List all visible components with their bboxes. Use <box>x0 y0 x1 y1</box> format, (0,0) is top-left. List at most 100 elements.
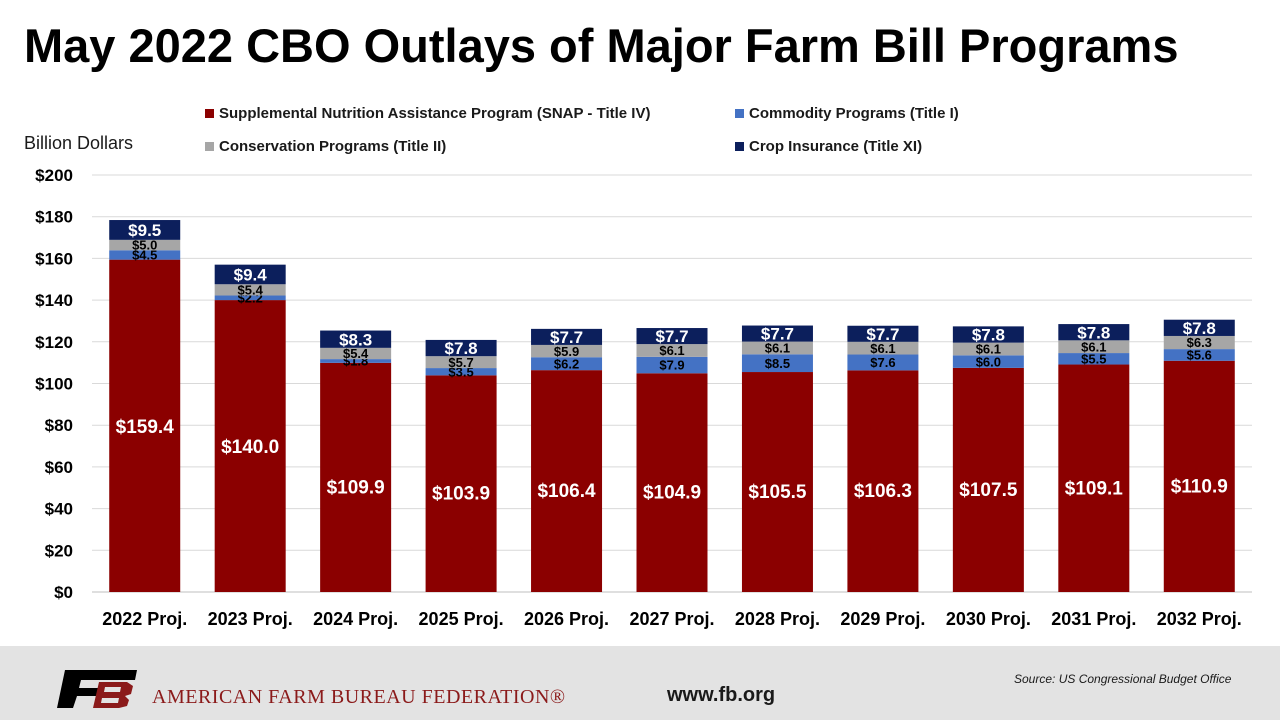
bar-segment <box>531 328 603 345</box>
bar-segment <box>636 356 708 374</box>
bar-segment <box>636 344 708 357</box>
data-label: $7.7 <box>866 325 899 344</box>
data-label: $7.7 <box>655 327 688 346</box>
legend-item-crop-insurance: Crop Insurance (Title XI) <box>735 138 922 155</box>
bar-segment <box>531 370 603 592</box>
bar-segment <box>109 239 181 251</box>
data-label: $109.1 <box>1065 478 1124 499</box>
x-tick-label: 2022 Proj. <box>102 609 187 629</box>
bar-segment <box>741 354 813 373</box>
y-axis-label: Billion Dollars <box>24 133 134 153</box>
x-tick-label: 2024 Proj. <box>313 609 398 629</box>
bar-segment <box>847 354 919 371</box>
data-label: $9.4 <box>234 266 268 285</box>
x-tick-label: 2025 Proj. <box>419 609 504 629</box>
bar-segment <box>320 330 392 348</box>
bar-segment <box>1058 340 1130 354</box>
legend-label-crop-insurance: Crop Insurance (Title XI) <box>749 138 923 155</box>
data-label: $107.5 <box>959 480 1018 501</box>
data-label: $7.8 <box>1077 323 1110 342</box>
bar-segment <box>1058 324 1130 341</box>
y-tick-label: $80 <box>45 416 73 435</box>
fb-logo-icon <box>57 670 137 708</box>
data-label: $5.5 <box>1081 351 1106 366</box>
y-tick-label: $20 <box>45 541 73 560</box>
legend-swatch-snap <box>205 109 214 118</box>
data-label: $140.0 <box>221 437 279 458</box>
data-label: $103.9 <box>432 483 490 504</box>
data-label: $106.4 <box>537 481 596 502</box>
bar-segment <box>1163 319 1235 336</box>
data-label: $9.5 <box>128 221 161 240</box>
data-label: $6.1 <box>976 342 1001 357</box>
y-tick-label: $140 <box>35 291 73 310</box>
data-label: $5.0 <box>132 238 157 253</box>
bar-segment <box>425 356 497 369</box>
data-label: $5.4 <box>238 283 264 298</box>
x-tick-label: 2027 Proj. <box>629 609 714 629</box>
x-tick-label: 2032 Proj. <box>1157 609 1242 629</box>
data-label: $104.9 <box>643 482 701 503</box>
bar-segment <box>636 373 708 592</box>
data-label: $8.3 <box>339 330 372 349</box>
x-tick-label: 2023 Proj. <box>208 609 293 629</box>
legend-item-commodity: Commodity Programs (Title I) <box>735 105 959 122</box>
bar-segment <box>425 368 497 376</box>
chart-title: May 2022 CBO Outlays of Major Farm Bill … <box>24 19 1179 72</box>
data-label: $6.1 <box>870 341 895 356</box>
data-label: $106.3 <box>854 481 912 502</box>
data-label: $7.8 <box>445 339 478 358</box>
bar-segment <box>952 355 1024 368</box>
data-label: $8.5 <box>765 356 790 371</box>
y-tick-label: $120 <box>35 333 73 352</box>
bar-segment <box>1163 360 1235 592</box>
bar-segment <box>1058 364 1130 592</box>
y-tick-label: $200 <box>35 166 73 185</box>
bar-segment <box>847 370 919 592</box>
data-label: $110.9 <box>1171 477 1228 498</box>
data-label: $5.4 <box>343 346 369 361</box>
bar-segment <box>531 344 603 358</box>
bar-segment <box>847 341 919 355</box>
data-label: $105.5 <box>748 482 807 503</box>
bar-segment <box>636 328 708 345</box>
data-label: $4.5 <box>132 248 157 263</box>
legend-item-snap: Supplemental Nutrition Assistance Progra… <box>205 105 650 122</box>
legend-swatch-crop-insurance <box>735 142 744 151</box>
bar-segment <box>214 284 286 296</box>
bar-segment <box>1058 353 1130 365</box>
x-tick-label: 2029 Proj. <box>840 609 925 629</box>
bar-segment <box>320 347 392 360</box>
bar-segment <box>531 357 603 371</box>
bar-segment <box>952 342 1024 356</box>
bar-segment <box>320 359 392 363</box>
legend-swatch-conservation <box>205 142 214 151</box>
bar-segment <box>1163 349 1235 361</box>
bar-segment <box>425 375 497 592</box>
bar-segment <box>320 362 392 592</box>
data-label: $7.7 <box>550 328 583 347</box>
x-tick-label: 2028 Proj. <box>735 609 820 629</box>
bar-segment <box>952 326 1024 343</box>
chart-legend: Supplemental Nutrition Assistance Progra… <box>205 105 1025 161</box>
y-tick-label: $160 <box>35 249 73 268</box>
data-label: $5.7 <box>448 355 473 370</box>
data-label: $7.6 <box>870 355 895 370</box>
bar-segment <box>109 259 181 592</box>
x-tick-label: 2031 Proj. <box>1051 609 1136 629</box>
bar-segment <box>847 325 919 342</box>
data-label: $7.7 <box>761 325 794 344</box>
website-link[interactable]: www.fb.org <box>667 684 776 706</box>
data-label: $6.3 <box>1187 335 1212 350</box>
bar-segment <box>741 341 813 355</box>
bar-segment <box>425 339 497 357</box>
data-label: $159.4 <box>116 417 175 438</box>
legend-label-snap: Supplemental Nutrition Assistance Progra… <box>219 105 651 122</box>
stacked-bar-chart: $0 $20 $40 $60 $80 $100 $120 $140 $160 $180 $200 $1… <box>35 166 1252 629</box>
y-tick-label: $180 <box>35 208 73 227</box>
bar-segment <box>109 250 181 260</box>
data-label: $3.5 <box>448 364 473 379</box>
organization-name: AMERICAN FARM BUREAU FEDERATION® <box>152 686 566 708</box>
data-label: $7.8 <box>972 326 1005 345</box>
data-label: $109.9 <box>327 478 385 499</box>
